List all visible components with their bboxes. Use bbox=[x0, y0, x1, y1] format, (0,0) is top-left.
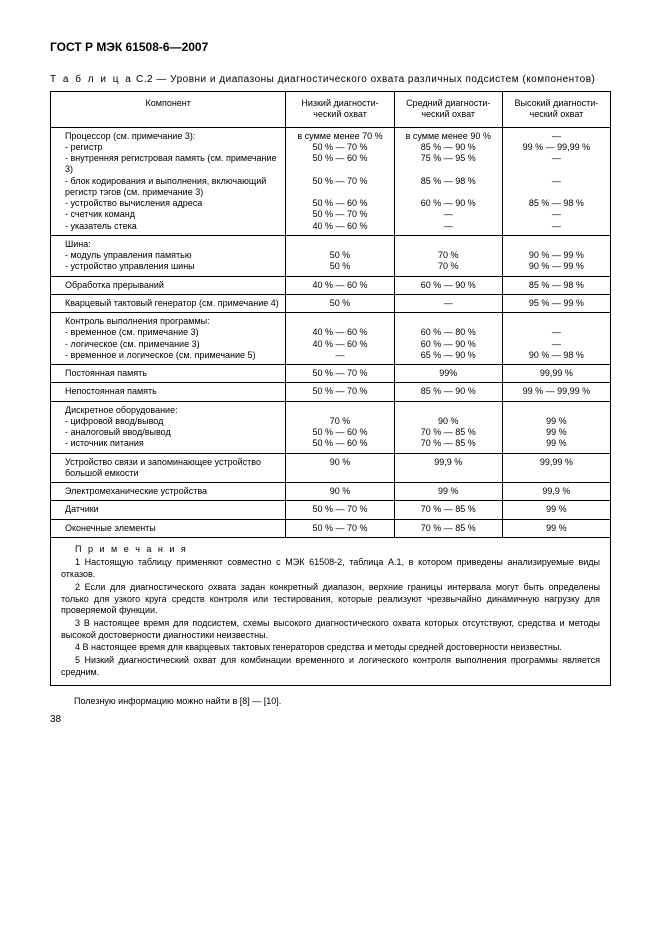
notes-row: П р и м е ч а н и я 1 Настоящую таблицу … bbox=[51, 537, 611, 686]
table-row: Постоянная память50 % — 70 %99%99,99 % bbox=[51, 365, 611, 383]
cell-low: 50 %50 % bbox=[286, 235, 394, 276]
cell-component: Непостоянная память bbox=[51, 383, 286, 401]
cell-medium: 99,9 % bbox=[394, 453, 502, 483]
cell-high: 99,99 % bbox=[502, 453, 610, 483]
cell-high: —99 % — 99,99 %——85 % — 98 %—— bbox=[502, 127, 610, 235]
cell-component: Кварцевый тактовый генератор (см. примеч… bbox=[51, 294, 286, 312]
table-row: Контроль выполнения программы:- временно… bbox=[51, 313, 611, 365]
note-item: 2 Если для диагностического охвата задан… bbox=[61, 582, 600, 617]
cell-medium: 70 %70 % bbox=[394, 235, 502, 276]
cell-medium: 60 % — 80 %60 % — 90 %65 % — 90 % bbox=[394, 313, 502, 365]
cell-component: Постоянная память bbox=[51, 365, 286, 383]
cell-low: 50 % — 70 % bbox=[286, 501, 394, 519]
footer-text: Полезную информацию можно найти в [8] — … bbox=[50, 696, 611, 706]
table-row: Электромеханические устройства90 %99 %99… bbox=[51, 483, 611, 501]
cell-medium: 99 % bbox=[394, 483, 502, 501]
table-row: Датчики50 % — 70 %70 % — 85 %99 % bbox=[51, 501, 611, 519]
caption-rest: С.2 — Уровни и диапазоны диагностическог… bbox=[133, 74, 596, 85]
note-item: 5 Низкий диагностический охват для комби… bbox=[61, 655, 600, 678]
cell-low: 70 %50 % — 60 %50 % — 60 % bbox=[286, 401, 394, 453]
cell-high: 99,99 % bbox=[502, 365, 610, 383]
cell-low: 50 % — 70 % bbox=[286, 365, 394, 383]
cell-medium: — bbox=[394, 294, 502, 312]
table-row: Процессор (см. примечание 3):- регистр- … bbox=[51, 127, 611, 235]
cell-low: 50 % — 70 % bbox=[286, 519, 394, 537]
cell-component: Датчики bbox=[51, 501, 286, 519]
caption-prefix: Т а б л и ц а bbox=[50, 74, 133, 85]
cell-component: Контроль выполнения программы:- временно… bbox=[51, 313, 286, 365]
cell-component: Электромеханические устройства bbox=[51, 483, 286, 501]
cell-high: 99 % — 99,99 % bbox=[502, 383, 610, 401]
cell-high: 99 % bbox=[502, 501, 610, 519]
cell-medium: 99% bbox=[394, 365, 502, 383]
table-row: Устройство связи и запоминающее устройст… bbox=[51, 453, 611, 483]
cell-low: 40 % — 60 %40 % — 60 %— bbox=[286, 313, 394, 365]
note-item: 3 В настоящее время для подсистем, схемы… bbox=[61, 618, 600, 641]
diagnostic-coverage-table: Компонент Низкий диагности-ческий охват … bbox=[50, 91, 611, 686]
col-component: Компонент bbox=[51, 92, 286, 128]
cell-medium: в сумме менее 90 %85 % — 90 %75 % — 95 %… bbox=[394, 127, 502, 235]
table-row: Дискретное оборудование:- цифровой ввод/… bbox=[51, 401, 611, 453]
table-row: Кварцевый тактовый генератор (см. примеч… bbox=[51, 294, 611, 312]
cell-component: Обработка прерываний bbox=[51, 276, 286, 294]
col-high: Высокий диагности-ческий охват bbox=[502, 92, 610, 128]
col-medium: Средний диагности-ческий охват bbox=[394, 92, 502, 128]
page-number: 38 bbox=[50, 714, 611, 725]
cell-low: 90 % bbox=[286, 453, 394, 483]
cell-low: в сумме менее 70 %50 % — 70 %50 % — 60 %… bbox=[286, 127, 394, 235]
cell-high: 85 % — 98 % bbox=[502, 276, 610, 294]
document-header: ГОСТ Р МЭК 61508-6—2007 bbox=[50, 40, 611, 54]
table-row: Шина:- модуль управления памятью- устрой… bbox=[51, 235, 611, 276]
cell-medium: 70 % — 85 % bbox=[394, 519, 502, 537]
notes-title: П р и м е ч а н и я bbox=[61, 544, 600, 556]
table-row: Оконечные элементы50 % — 70 %70 % — 85 %… bbox=[51, 519, 611, 537]
cell-medium: 60 % — 90 % bbox=[394, 276, 502, 294]
note-item: 1 Настоящую таблицу применяют совместно … bbox=[61, 557, 600, 580]
col-low: Низкий диагности-ческий охват bbox=[286, 92, 394, 128]
cell-low: 40 % — 60 % bbox=[286, 276, 394, 294]
cell-component: Дискретное оборудование:- цифровой ввод/… bbox=[51, 401, 286, 453]
cell-component: Шина:- модуль управления памятью- устрой… bbox=[51, 235, 286, 276]
table-row: Непостоянная память50 % — 70 %85 % — 90 … bbox=[51, 383, 611, 401]
cell-high: 99 % bbox=[502, 519, 610, 537]
cell-medium: 70 % — 85 % bbox=[394, 501, 502, 519]
cell-medium: 85 % — 90 % bbox=[394, 383, 502, 401]
table-caption: Т а б л и ц а С.2 — Уровни и диапазоны д… bbox=[50, 74, 611, 85]
cell-medium: 90 %70 % — 85 %70 % — 85 % bbox=[394, 401, 502, 453]
note-item: 4 В настоящее время для кварцевых тактов… bbox=[61, 642, 600, 654]
cell-low: 50 % — 70 % bbox=[286, 383, 394, 401]
cell-high: 99,9 % bbox=[502, 483, 610, 501]
cell-high: ——90 % — 98 % bbox=[502, 313, 610, 365]
cell-component: Устройство связи и запоминающее устройст… bbox=[51, 453, 286, 483]
cell-low: 50 % bbox=[286, 294, 394, 312]
cell-high: 99 %99 %99 % bbox=[502, 401, 610, 453]
cell-high: 95 % — 99 % bbox=[502, 294, 610, 312]
cell-component: Оконечные элементы bbox=[51, 519, 286, 537]
notes-cell: П р и м е ч а н и я 1 Настоящую таблицу … bbox=[51, 537, 611, 686]
cell-low: 90 % bbox=[286, 483, 394, 501]
cell-high: 90 % — 99 %90 % — 99 % bbox=[502, 235, 610, 276]
table-row: Обработка прерываний40 % — 60 %60 % — 90… bbox=[51, 276, 611, 294]
cell-component: Процессор (см. примечание 3):- регистр- … bbox=[51, 127, 286, 235]
table-header-row: Компонент Низкий диагности-ческий охват … bbox=[51, 92, 611, 128]
